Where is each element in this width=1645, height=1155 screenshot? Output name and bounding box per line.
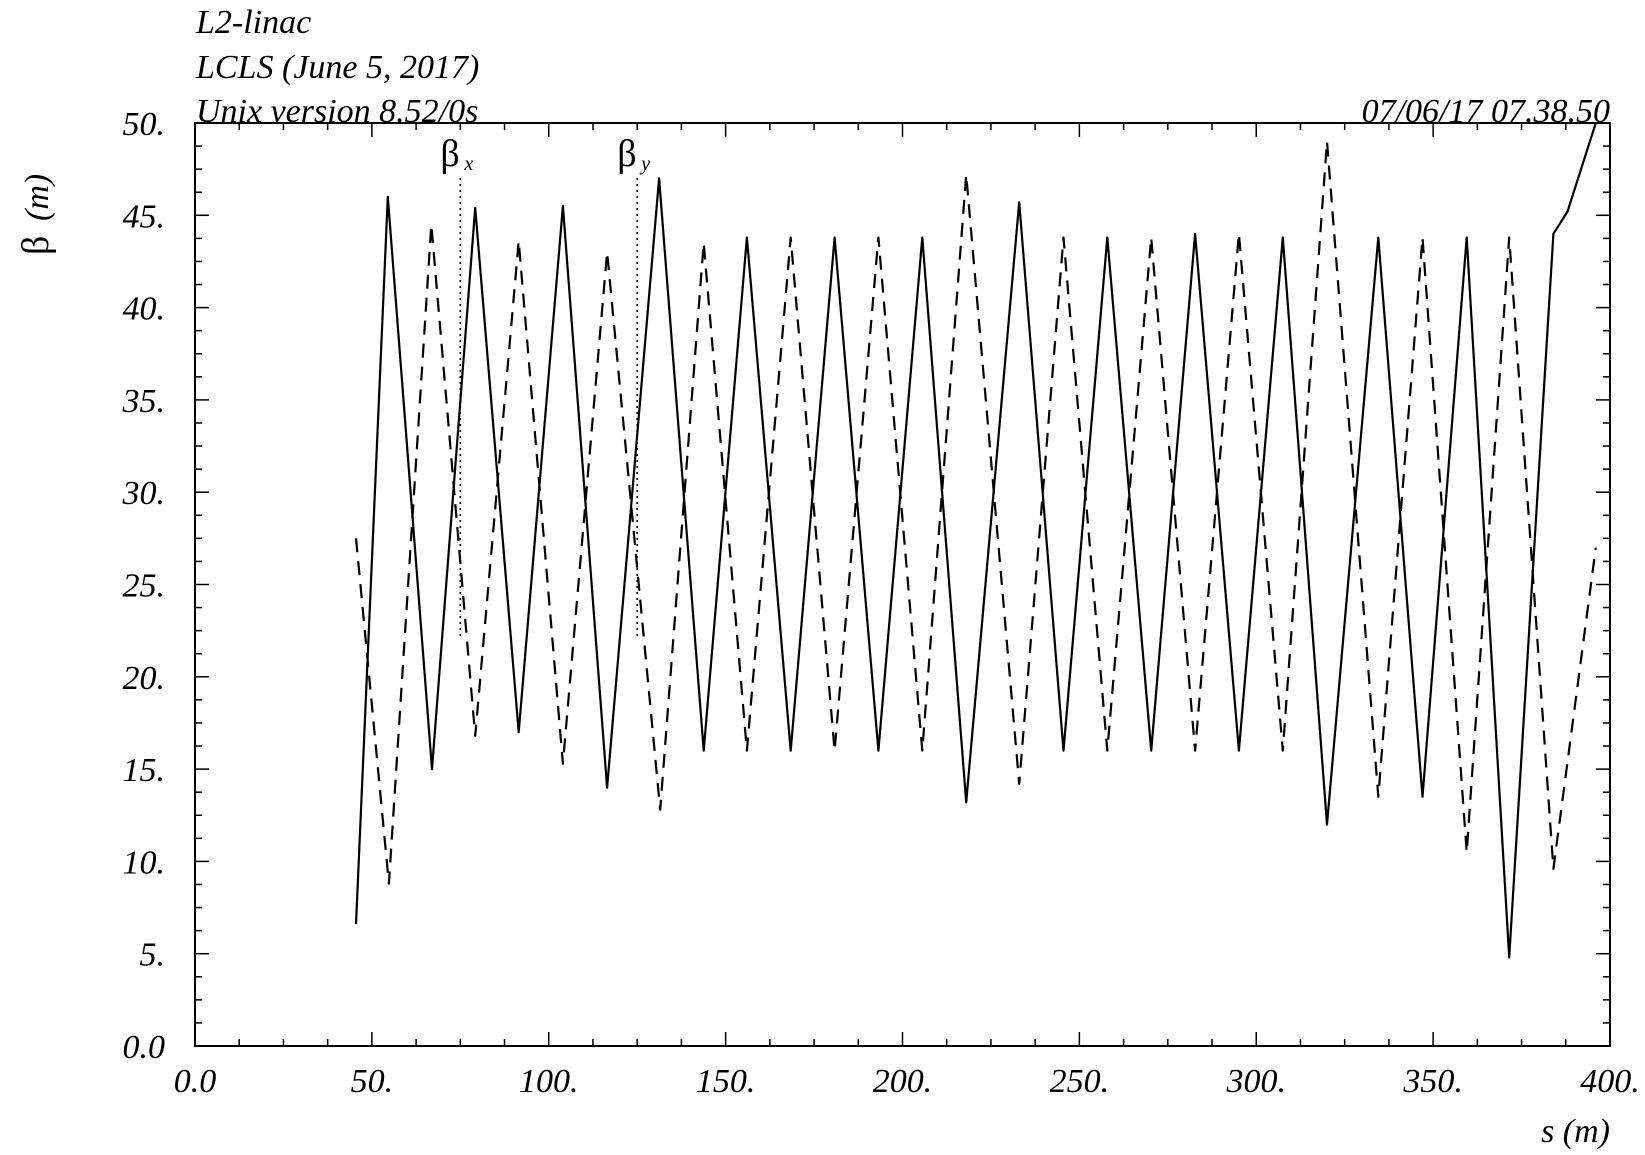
x-tick-label: 400. [1580,1063,1640,1100]
program-version: Unix version 8.52/0s [196,93,478,130]
x-tick-label: 200. [873,1063,933,1100]
y-tick-label: 30. [122,475,166,512]
series-layer [354,122,1597,959]
y-tick-label: 20. [123,660,166,697]
x-tick-label: 350. [1402,1063,1463,1100]
x-tick-label: 300. [1226,1063,1287,1100]
x-axis-label: s (m) [1541,1113,1610,1150]
legend-symbol-x: β [440,133,459,175]
y-tick-label: 50. [123,106,166,143]
timestamp: 07/06/17 07.38.50 [1362,93,1610,130]
y-axis-symbol: β [15,236,57,255]
legend-subscript-y: y [639,153,650,175]
axis-ticks: 0.0 50. 100. 150. 200. 250. 300. 350. 400. 0.0 5. 1… [122,106,1640,1100]
x-tick-label: 150. [696,1063,756,1100]
y-tick-label: 5. [140,937,166,974]
x-tick-label: 50. [351,1063,394,1100]
series-beta-x-line [354,122,1597,959]
y-tick-label: 40. [123,291,166,328]
y-tick-label: 10. [123,844,166,881]
x-tick-label: 0.0 [174,1063,217,1100]
y-axis-label: β (m) [15,174,57,255]
legend-subscript-x: x [463,153,473,175]
plot-name: L2-linac [195,4,311,41]
x-tick-label: 100. [519,1063,579,1100]
x-tick-label: 250. [1050,1063,1110,1100]
machine-label: LCLS (June 5, 2017) [195,49,479,86]
legend-symbol-y: β [617,133,636,175]
y-tick-label: 0.0 [123,1029,166,1066]
y-tick-label: 45. [123,198,166,235]
y-tick-label: 15. [123,752,166,789]
y-tick-label: 25. [123,568,166,605]
y-tick-label: 35. [122,383,166,420]
y-axis-unit: (m) [19,174,56,221]
